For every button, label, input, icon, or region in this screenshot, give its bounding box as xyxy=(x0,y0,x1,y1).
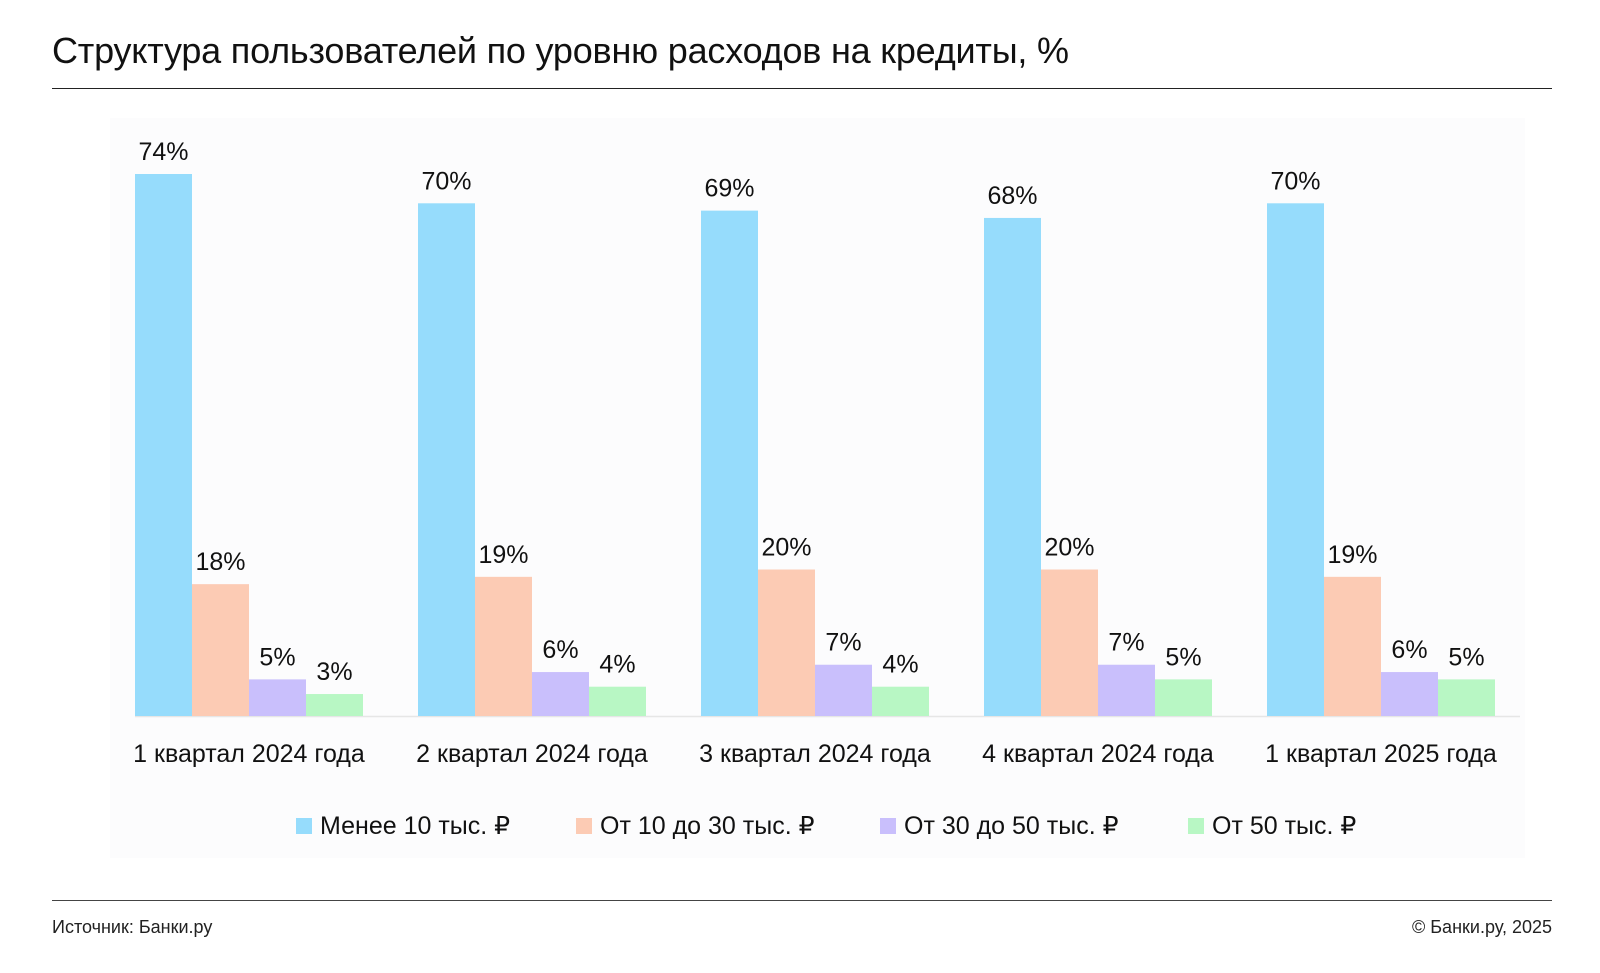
data-label: 20% xyxy=(1044,534,1094,562)
bar xyxy=(532,672,589,716)
data-label: 74% xyxy=(138,138,188,166)
bar xyxy=(872,686,929,716)
bar xyxy=(1381,672,1438,716)
data-label: 5% xyxy=(1448,643,1484,671)
x-tick-label: 2 квартал 2024 года xyxy=(416,740,648,768)
legend-label: От 50 тыс. ₽ xyxy=(1212,812,1356,840)
data-label: 70% xyxy=(1270,167,1320,195)
data-label: 4% xyxy=(599,651,635,679)
bar xyxy=(1098,664,1155,716)
bar xyxy=(1438,679,1495,716)
bar xyxy=(135,174,192,716)
bar xyxy=(306,694,363,716)
legend-label: От 30 до 50 тыс. ₽ xyxy=(904,812,1119,840)
x-tick-label: 1 квартал 2025 года xyxy=(1265,740,1497,768)
data-label: 4% xyxy=(882,651,918,679)
data-label: 19% xyxy=(1327,541,1377,569)
data-label: 6% xyxy=(1391,636,1427,664)
data-label: 70% xyxy=(421,167,471,195)
footer-divider xyxy=(52,900,1552,901)
bar xyxy=(249,679,306,716)
data-label: 5% xyxy=(1165,643,1201,671)
legend-swatch xyxy=(576,818,592,834)
legend-swatch xyxy=(296,818,312,834)
data-label: 19% xyxy=(478,541,528,569)
legend-swatch xyxy=(1188,818,1204,834)
bar xyxy=(1041,569,1098,716)
bar xyxy=(701,210,758,716)
bar xyxy=(192,584,249,716)
data-label: 69% xyxy=(704,175,754,203)
data-label: 68% xyxy=(987,182,1037,210)
x-tick-label: 3 квартал 2024 года xyxy=(699,740,931,768)
bar xyxy=(758,569,815,716)
data-label: 18% xyxy=(195,548,245,576)
source-note: Источник: Банки.ру xyxy=(52,917,213,937)
x-tick-label: 4 квартал 2024 года xyxy=(982,740,1214,768)
bar xyxy=(815,664,872,716)
legend-label: От 10 до 30 тыс. ₽ xyxy=(600,812,815,840)
data-label: 20% xyxy=(761,534,811,562)
x-tick-label: 1 квартал 2024 года xyxy=(133,740,365,768)
data-label: 7% xyxy=(825,629,861,657)
chart-title: Структура пользователей по уровню расход… xyxy=(52,30,1069,71)
bar xyxy=(1267,203,1324,716)
bar xyxy=(418,203,475,716)
bar xyxy=(1324,576,1381,716)
copyright-note: © Банки.ру, 2025 xyxy=(1411,917,1552,937)
bar xyxy=(1155,679,1212,716)
data-label: 5% xyxy=(259,643,295,671)
legend-label: Менее 10 тыс. ₽ xyxy=(320,812,510,840)
data-label: 7% xyxy=(1108,629,1144,657)
data-label: 6% xyxy=(542,636,578,664)
bar xyxy=(984,217,1041,716)
bar xyxy=(475,576,532,716)
data-label: 3% xyxy=(316,658,352,686)
title-divider xyxy=(52,88,1552,89)
bar xyxy=(589,686,646,716)
legend-swatch xyxy=(880,818,896,834)
